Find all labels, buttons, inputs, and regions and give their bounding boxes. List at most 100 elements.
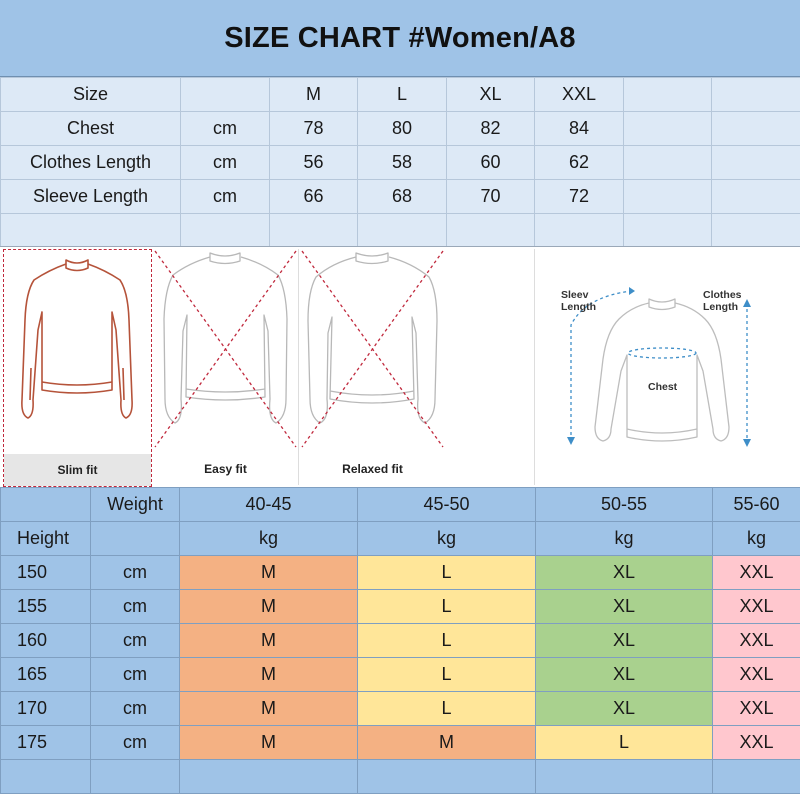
size-cell: XXL bbox=[712, 725, 800, 760]
relaxed-fit-panel: Relaxed fit bbox=[300, 249, 445, 485]
size-header-l: L bbox=[357, 77, 447, 112]
table-row: 170 cm M L XL XXL bbox=[0, 691, 800, 726]
size-header-xxl: XXL bbox=[534, 77, 624, 112]
chest-label: Chest bbox=[648, 381, 678, 393]
size-cell: M bbox=[179, 691, 358, 726]
clothes-length-label: Clothes Length bbox=[703, 289, 742, 313]
empty-cell bbox=[711, 145, 800, 180]
empty-cell bbox=[711, 179, 800, 214]
unit-cell: cm bbox=[180, 145, 270, 180]
size-cell: M bbox=[179, 589, 358, 624]
row-label: Chest bbox=[0, 111, 181, 146]
relaxed-shirt-illustration bbox=[301, 250, 444, 448]
kg-unit: kg bbox=[712, 521, 800, 556]
empty-cell bbox=[180, 213, 270, 248]
value-cell: 66 bbox=[269, 179, 358, 214]
table-row: 150 cm M L XL XXL bbox=[0, 555, 800, 590]
size-cell: XXL bbox=[712, 623, 800, 658]
row-label: Sleeve Length bbox=[0, 179, 181, 214]
size-measurement-table: Size M L XL XXL Chest cm 78 80 82 84 Clo… bbox=[0, 77, 800, 248]
unit-cell: cm bbox=[180, 111, 270, 146]
size-cell: XL bbox=[535, 691, 713, 726]
height-unit: cm bbox=[90, 657, 180, 692]
height-unit: cm bbox=[90, 589, 180, 624]
measurement-shirt-illustration bbox=[567, 287, 751, 447]
kg-unit: kg bbox=[179, 521, 358, 556]
value-cell: 56 bbox=[269, 145, 358, 180]
sleeve-length-row: Sleeve Length cm 66 68 70 72 bbox=[0, 179, 800, 214]
kg-unit: kg bbox=[535, 521, 713, 556]
height-value: 155 bbox=[0, 589, 91, 624]
value-cell: 84 bbox=[534, 111, 624, 146]
clothes-length-row: Clothes Length cm 56 58 60 62 bbox=[0, 145, 800, 180]
size-cell: L bbox=[357, 589, 536, 624]
empty-row bbox=[0, 759, 800, 794]
size-cell: XL bbox=[535, 555, 713, 590]
size-cell: L bbox=[535, 725, 713, 760]
height-value: 160 bbox=[0, 623, 91, 658]
empty-cell bbox=[535, 759, 713, 794]
height-unit: cm bbox=[90, 691, 180, 726]
height-unit: cm bbox=[90, 555, 180, 590]
weight-range: 40-45 bbox=[179, 487, 358, 522]
slim-shirt-illustration bbox=[21, 259, 133, 419]
empty-cell bbox=[180, 77, 270, 112]
easy-fit-panel: Easy fit bbox=[153, 249, 299, 485]
empty-cell bbox=[357, 759, 536, 794]
sleeve-length-label: Sleev Length bbox=[561, 289, 596, 313]
measurement-guide: Sleev Length Clothes Length Chest bbox=[534, 249, 799, 485]
size-cell: L bbox=[357, 623, 536, 658]
empty-cell bbox=[90, 759, 180, 794]
table-row: 155 cm M L XL XXL bbox=[0, 589, 800, 624]
easy-shirt-illustration bbox=[154, 250, 297, 448]
value-cell: 82 bbox=[446, 111, 535, 146]
weight-range: 55-60 bbox=[712, 487, 800, 522]
sleeve-label-line1: Sleev bbox=[561, 289, 589, 301]
size-header-xl: XL bbox=[446, 77, 535, 112]
empty-cell bbox=[623, 213, 712, 248]
table-row: 165 cm M L XL XXL bbox=[0, 657, 800, 692]
empty-cell bbox=[446, 213, 535, 248]
empty-cell bbox=[179, 759, 358, 794]
kg-unit: kg bbox=[357, 521, 536, 556]
empty-cell bbox=[711, 111, 800, 146]
title-banner: SIZE CHART #Women/A8 bbox=[0, 0, 800, 77]
empty-cell bbox=[623, 111, 712, 146]
height-value: 170 bbox=[0, 691, 91, 726]
chest-row: Chest cm 78 80 82 84 bbox=[0, 111, 800, 146]
empty-row bbox=[0, 213, 800, 248]
height-unit: cm bbox=[90, 725, 180, 760]
empty-cell bbox=[711, 213, 800, 248]
clothes-label-line1: Clothes bbox=[703, 289, 742, 301]
table-row: 175 cm M M L XXL bbox=[0, 725, 800, 760]
size-cell: XL bbox=[535, 623, 713, 658]
size-header-m: M bbox=[269, 77, 358, 112]
cross-mark-icon bbox=[154, 250, 297, 448]
empty-cell bbox=[90, 521, 180, 556]
value-cell: 70 bbox=[446, 179, 535, 214]
measure-lines bbox=[570, 290, 748, 443]
table-row: 160 cm M L XL XXL bbox=[0, 623, 800, 658]
height-unit: cm bbox=[90, 623, 180, 658]
value-cell: 58 bbox=[357, 145, 447, 180]
unit-row: Height kg kg kg kg bbox=[0, 521, 800, 556]
easy-fit-label: Easy fit bbox=[204, 462, 247, 476]
empty-cell bbox=[711, 77, 800, 112]
value-cell: 68 bbox=[357, 179, 447, 214]
empty-cell bbox=[623, 145, 712, 180]
height-value: 165 bbox=[0, 657, 91, 692]
empty-cell bbox=[357, 213, 447, 248]
size-recommendation-table: Weight 40-45 45-50 50-55 55-60 Height kg… bbox=[0, 487, 800, 794]
cross-mark-icon bbox=[301, 250, 444, 448]
size-cell: M bbox=[179, 657, 358, 692]
slim-fit-panel: Slim fit bbox=[3, 249, 152, 487]
empty-cell bbox=[269, 213, 358, 248]
size-header-label: Size bbox=[0, 77, 181, 112]
row-label: Clothes Length bbox=[0, 145, 181, 180]
size-cell: M bbox=[179, 555, 358, 590]
weight-range: 50-55 bbox=[535, 487, 713, 522]
size-header-row: Size M L XL XXL bbox=[0, 77, 800, 112]
value-cell: 72 bbox=[534, 179, 624, 214]
empty-cell bbox=[0, 759, 91, 794]
